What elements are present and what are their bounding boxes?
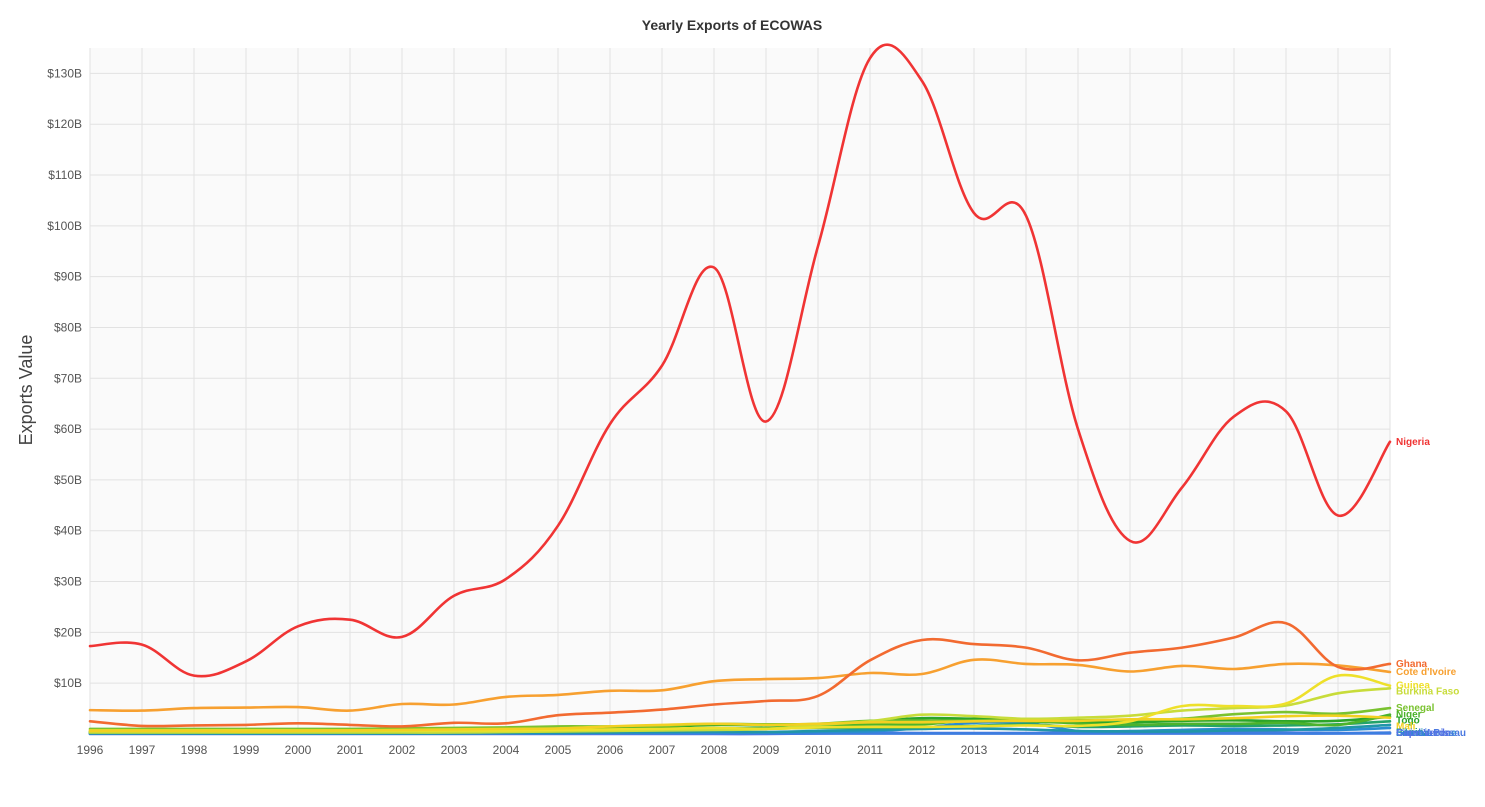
- y-tick-label: $40B: [54, 524, 82, 538]
- x-tick-label: 2012: [909, 743, 936, 757]
- y-tick-label: $70B: [54, 371, 82, 385]
- x-tick-label: 2020: [1325, 743, 1352, 757]
- x-tick-label: 2011: [857, 743, 883, 757]
- x-tick-label: 1996: [77, 743, 104, 757]
- x-tick-label: 2000: [285, 743, 312, 757]
- end-label-guinea-bissau: Guinea-Bissau: [1396, 728, 1466, 739]
- plot-area: [90, 48, 1390, 734]
- x-tick-label: 2007: [649, 743, 676, 757]
- series-line-cote-d-ivoire: [88, 658, 1392, 713]
- y-axis-ticks: $10B $20B $30B $40B $50B $60B $70B $80B $90B $100…: [47, 66, 82, 690]
- y-tick-label: $30B: [54, 575, 82, 589]
- end-label-cape-verde: Cape Verde: [1396, 728, 1451, 739]
- end-label-benin: Benin: [1396, 728, 1424, 739]
- series-line-nigeria: [88, 43, 1392, 678]
- y-tick-label: $20B: [54, 625, 82, 639]
- x-tick-label: 2018: [1221, 743, 1248, 757]
- end-label-gambia: Gambia: [1396, 728, 1433, 739]
- x-axis-ticks: 1996 1997 1998 1999 2000 2001 2002 2003 2004 2005…: [77, 743, 1404, 757]
- x-tick-label: 2008: [701, 743, 728, 757]
- x-tick-label: 2004: [493, 743, 520, 757]
- x-tick-label: 2005: [545, 743, 572, 757]
- series-line-mali: [88, 714, 1392, 733]
- x-tick-label: 2009: [753, 743, 780, 757]
- end-label-nigeria: Nigeria: [1396, 437, 1430, 448]
- x-tick-label: 2001: [337, 743, 364, 757]
- end-label-guinea: Guinea: [1396, 681, 1430, 692]
- x-tick-label: 1998: [181, 743, 208, 757]
- x-tick-label: 1999: [233, 743, 260, 757]
- y-tick-label: $110B: [48, 168, 82, 182]
- end-label-mali: Mali: [1396, 722, 1416, 733]
- x-tick-label: 2019: [1273, 743, 1300, 757]
- end-label-ghana: Ghana: [1396, 659, 1428, 670]
- end-label-burkina-faso: Burkina Faso: [1396, 687, 1459, 698]
- y-axis-label: Exports Value: [16, 335, 36, 446]
- y-tick-label: $10B: [54, 676, 82, 690]
- end-label-sierra-leone: Sierra Leone: [1396, 728, 1457, 739]
- x-tick-label: 2010: [805, 743, 832, 757]
- y-tick-label: $80B: [54, 320, 82, 334]
- end-label-liberia: Liberia: [1396, 728, 1429, 739]
- end-label-cote-d-ivoire: Cote d'Ivoire: [1396, 667, 1457, 678]
- end-label-senegal: Senegal: [1396, 703, 1435, 714]
- y-tick-label: $100B: [47, 219, 82, 233]
- series-line-ghana: [88, 620, 1392, 728]
- x-tick-label: 2014: [1013, 743, 1040, 757]
- end-label-niger: Niger: [1396, 710, 1422, 721]
- end-label-togo: Togo: [1396, 716, 1420, 727]
- y-tick-label: $130B: [47, 66, 82, 80]
- y-tick-label: $120B: [47, 117, 82, 131]
- y-tick-label: $90B: [54, 270, 82, 284]
- x-tick-label: 2016: [1117, 743, 1144, 757]
- y-tick-label: $60B: [54, 422, 82, 436]
- series-lines: [88, 43, 1392, 736]
- chart-title: Yearly Exports of ECOWAS: [642, 17, 823, 33]
- x-tick-label: 2021: [1377, 743, 1404, 757]
- grid: [89, 48, 1391, 734]
- x-tick-label: 2017: [1169, 743, 1196, 757]
- y-tick-label: $50B: [54, 473, 82, 487]
- x-tick-label: 2013: [961, 743, 988, 757]
- x-tick-label: 2015: [1065, 743, 1092, 757]
- x-tick-label: 2003: [441, 743, 468, 757]
- x-tick-label: 2006: [597, 743, 624, 757]
- x-tick-label: 2002: [389, 743, 416, 757]
- x-tick-label: 1997: [129, 743, 156, 757]
